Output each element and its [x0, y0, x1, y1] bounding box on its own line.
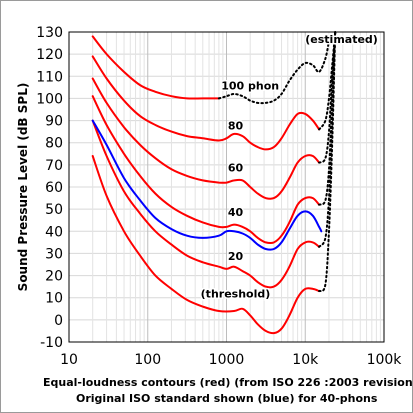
y-tick-labels: -10 0 10 20 30 40 50 60 70 80 90 100 110 120 130 [36, 25, 63, 351]
curve-estimated [318, 31, 337, 293]
plot-border [68, 31, 385, 343]
y-tick-label: 40 [45, 224, 63, 240]
curves [91, 31, 337, 335]
x-tick-label: 1000 [209, 352, 245, 368]
y-tick-label: 0 [54, 313, 63, 329]
curve-80 [91, 55, 321, 151]
caption-line-1: Equal-loudness contours (red) (from ISO … [43, 376, 413, 389]
x-tick-labels: 10 100 1000 10k 100k [60, 352, 402, 368]
annotation-label: (estimated) [305, 33, 378, 46]
annotation-label: (threshold) [201, 288, 271, 301]
curve-60 [91, 77, 321, 200]
y-tick-label: 120 [36, 47, 63, 63]
y-tick-label: 110 [36, 69, 63, 85]
caption-line-2: Original ISO standard shown (blue) for 4… [76, 392, 378, 405]
y-tick-label: 70 [45, 158, 63, 174]
annotation-label: 20 [228, 250, 244, 263]
annotation-label: 80 [228, 119, 244, 132]
y-tick-label: 130 [36, 25, 63, 41]
axes [68, 31, 385, 343]
y-tick-label: 50 [45, 202, 63, 218]
curve-original-iso-standard-40-phons [91, 119, 323, 251]
y-axis-label: Sound Pressure Level (dB SPL) [16, 83, 30, 292]
curve-threshold [91, 155, 321, 335]
y-tick-label: 80 [45, 136, 63, 152]
y-tick-label: 20 [45, 269, 63, 285]
x-tick-label: 10 [60, 352, 78, 368]
y-tick-label: 100 [36, 91, 63, 107]
annotation-label: 60 [228, 162, 244, 175]
y-tick-label: 90 [45, 114, 63, 130]
y-tick-label: -10 [40, 335, 63, 351]
y-tick-label: 60 [45, 180, 63, 196]
curve-20 [91, 119, 321, 289]
y-tick-label: 30 [45, 246, 63, 262]
annotations: (estimated) 100 phon 80 60 40 20 (threshold) [199, 32, 379, 303]
annotation-label: 40 [228, 206, 244, 219]
x-tick-label: 10k [292, 352, 319, 368]
y-tick-label: 10 [45, 291, 63, 307]
curve-40 [91, 95, 321, 245]
x-tick-label: 100k [367, 352, 403, 368]
curve-100-phon [91, 35, 220, 100]
annotation-label: 100 phon [221, 80, 279, 93]
curve-100-phon [217, 39, 330, 105]
x-tick-label: 100 [134, 352, 161, 368]
